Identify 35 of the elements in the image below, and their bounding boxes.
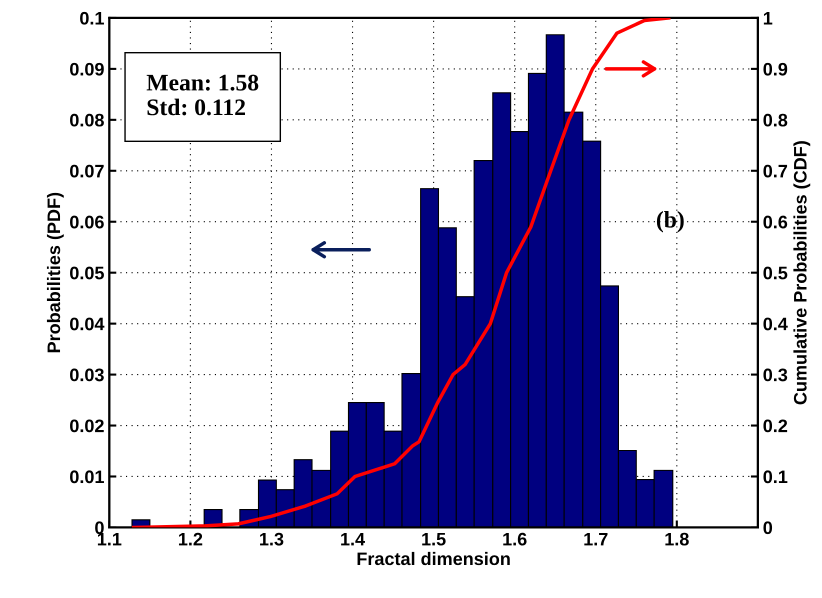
y-tick-label: 0.05 (70, 266, 104, 280)
y-tick-label: 0.06 (70, 216, 104, 228)
y-tick-label: 0.03 (70, 368, 104, 382)
y-tick-label: 0.09 (70, 62, 104, 76)
y2-tick-label: 0.8 (763, 114, 788, 127)
x-tick-label: 1.3 (260, 532, 284, 546)
y2-tick-label: 0.1 (763, 470, 788, 484)
y2-tick-label: 0.9 (763, 62, 788, 76)
x-tick-label: 1.7 (584, 532, 608, 546)
x-tick-label: 1.8 (665, 532, 689, 546)
y-tick-label: 0.04 (70, 318, 104, 330)
x-tick-label: 1.5 (422, 532, 446, 546)
x-tick-label: 1.6 (503, 532, 527, 546)
y-tick-label: 0.1 (80, 12, 104, 25)
y2-tick-label: 0.2 (763, 419, 788, 432)
y2-tick-label: 0.3 (763, 368, 788, 382)
x-tick-label: 1.2 (178, 532, 202, 546)
y2-tick-label: 0.6 (763, 216, 788, 228)
y2-axis-title: Cumulative Probabilities (CDF) (793, 141, 810, 404)
y-tick-label: 0.01 (70, 470, 104, 484)
y-axis-title: Probabilities (PDF) (46, 192, 64, 352)
y2-tick-label: 0.5 (763, 266, 788, 280)
y-tick-label: 0 (95, 521, 104, 534)
x-axis-title: Fractal dimension (358, 552, 510, 566)
y2-tick-label: 0.4 (763, 318, 788, 330)
y-tick-label: 0.02 (70, 419, 104, 432)
x-tick-label: 1.4 (341, 532, 365, 546)
x-tick-label: 1.1 (98, 532, 122, 546)
y2-tick-label: 1 (764, 12, 772, 24)
y-tick-label: 0.08 (70, 114, 104, 127)
y-tick-label: 0.07 (70, 164, 104, 178)
y2-tick-label: 0.7 (763, 164, 788, 178)
annotation: (b) (656, 211, 684, 232)
y2-tick-label: 0 (763, 521, 772, 534)
annotation: Mean: 1.58 Std: 0.112 (146, 74, 258, 116)
